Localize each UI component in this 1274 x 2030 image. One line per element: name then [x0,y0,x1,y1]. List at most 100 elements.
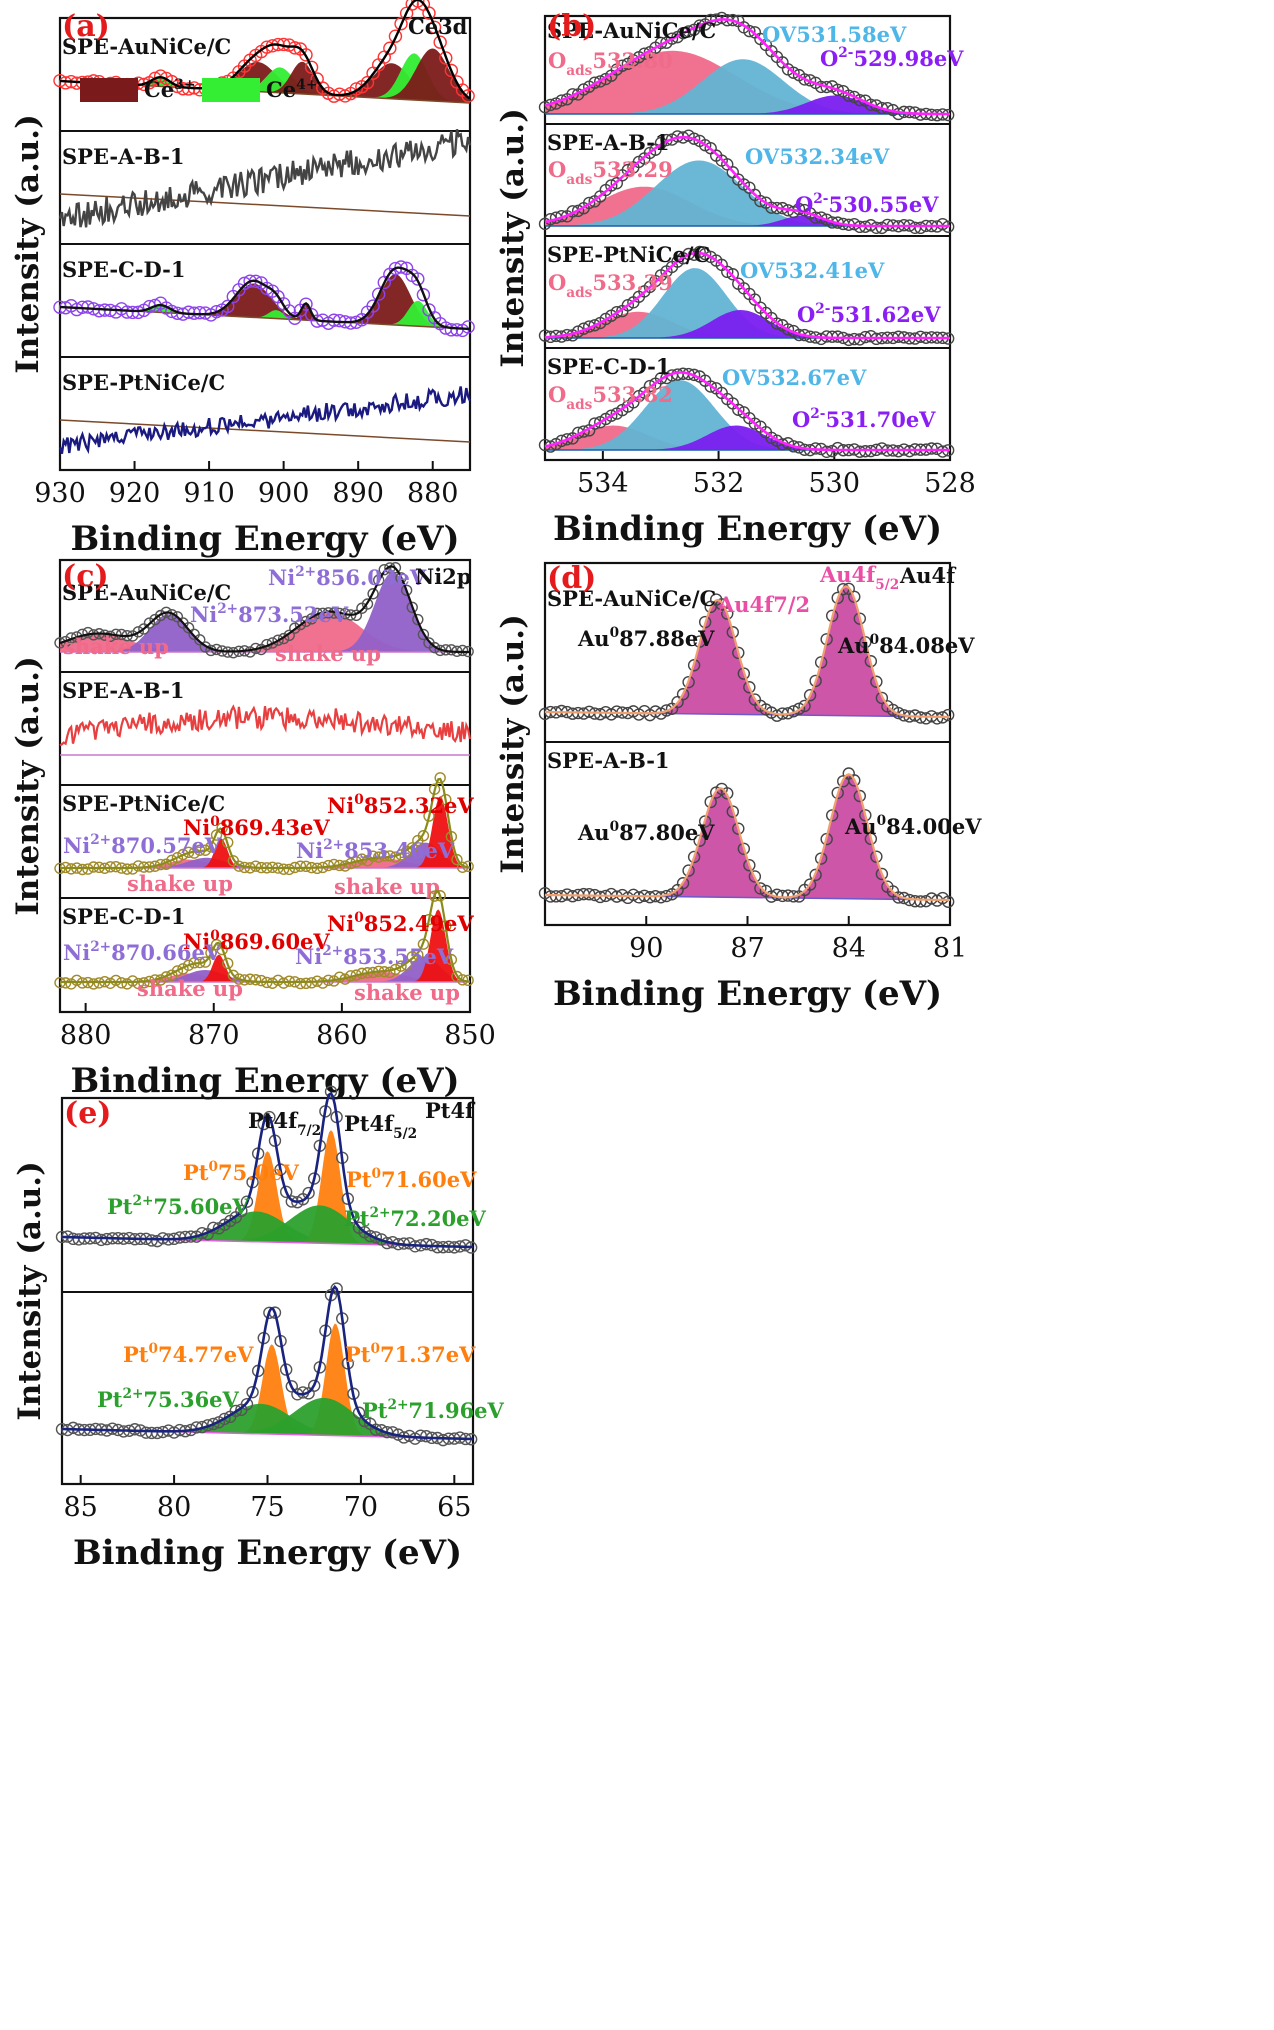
data-point-3-1 [754,882,767,895]
x-tick-label-1-3: 528 [924,468,976,499]
data-point-4-1 [229,1404,242,1418]
data-point-2-3 [451,970,463,983]
data-point-2-0 [54,637,66,649]
peak-label-2-0-0: Ni2+856.03eV [268,564,427,590]
peak-label-4-1-1: Pt071.37eV [345,1341,476,1367]
data-point-3-0 [892,706,905,720]
data-point-2-3 [266,977,279,989]
envelope-line-1-2 [544,251,950,340]
subplot-name-2-0: SPE-AuNiCe/C [62,580,231,605]
data-point-3-1 [809,868,822,882]
data-point-2-2 [283,863,295,876]
subplot-name-0-3: SPE-PtNiCe/C [62,370,225,395]
baseline-0-3 [59,419,471,443]
envelope-line-4-0 [62,1091,473,1249]
subplot-name-2-2: SPE-PtNiCe/C [62,791,225,816]
peak-label-3-0-0: Au4f5/2 [819,562,899,593]
data-point-1-0 [743,24,756,38]
data-point-1-1 [814,211,828,224]
data-point-1-0 [864,98,878,112]
data-point-2-2 [367,850,379,862]
data-point-2-3 [171,965,184,977]
data-point-4-1 [240,1397,254,1411]
data-point-0-2 [394,260,408,274]
peak-label-3-0-3: Au084.08eV [837,632,975,658]
data-point-3-1 [704,795,717,809]
data-point-2-0 [456,644,469,657]
subplot-name-0-1: SPE-A-B-1 [62,144,185,169]
data-point-3-0 [853,612,866,625]
peak-fill-3-0-0 [545,600,950,717]
peak-fill-3-1-1 [545,774,950,900]
data-point-2-0 [266,637,279,649]
data-point-2-3 [132,977,144,990]
data-point-0-2 [221,299,235,314]
data-point-1-2 [693,245,706,259]
element-label-4: Pt4f [425,1098,476,1123]
data-point-2-2 [400,845,413,857]
x-tick-label-0-1: 920 [109,478,161,509]
data-point-3-1 [914,895,927,908]
data-point-3-0 [743,681,756,694]
data-point-2-0 [182,622,195,634]
data-point-2-0 [389,561,402,574]
data-point-2-3 [249,974,262,986]
data-point-3-1 [676,877,690,890]
x-tick-label-3-0: 90 [629,933,663,964]
x-tick-label-4-1: 80 [157,1492,191,1523]
data-point-2-3 [233,973,245,985]
data-point-3-1 [853,789,866,803]
data-point-0-2 [120,305,134,319]
x-tick-label-0-3: 900 [258,478,310,509]
data-point-1-2 [853,333,866,346]
data-point-2-2 [104,861,117,873]
data-point-2-3 [138,977,150,989]
subplot-name-1-1: SPE-A-B-1 [547,130,670,155]
peak-fill-2-2-5 [60,796,470,868]
peak-label-1-0-1: OV531.58eV [762,22,907,47]
subplot-name-1-2: SPE-PtNiCe/C [547,242,710,267]
x-tick-label-3-1: 87 [730,933,764,964]
subplot-name-3-0: SPE-AuNiCe/C [547,586,716,611]
envelope-line-0-2 [59,266,471,331]
data-point-2-2 [434,772,446,784]
data-point-1-2 [610,305,623,319]
data-point-1-0 [638,47,651,60]
data-point-3-1 [748,870,762,883]
subplot-name-3-1: SPE-A-B-1 [547,748,670,773]
x-tick-label-0-5: 880 [407,478,459,509]
data-point-2-3 [205,947,217,959]
peak-fill-1-3-1 [545,380,950,450]
data-point-2-0 [171,611,184,623]
data-point-2-0 [445,644,458,656]
data-point-1-0 [853,93,866,107]
data-point-2-0 [82,626,94,639]
peak-label-1-0-0: Oads532.80 [548,48,673,79]
data-point-2-0 [428,641,441,654]
data-point-0-0 [422,6,436,20]
subplot-name-0-2: SPE-C-D-1 [62,257,185,282]
data-point-4-0 [364,1229,377,1243]
data-point-2-2 [76,863,89,876]
data-point-3-1 [732,822,745,835]
peak-label-1-3-0: Oads533.82 [548,382,673,413]
data-point-4-1 [358,1414,371,1428]
data-point-2-3 [272,974,284,986]
data-point-2-0 [277,632,290,645]
data-point-4-0 [240,1195,254,1208]
data-point-4-0 [302,1186,315,1200]
data-point-2-0 [194,634,206,646]
y-axis-title-0: Intensity (a.u.) [10,114,46,374]
peak-label-2-2-5: shake up [334,874,440,899]
data-point-3-0 [682,675,695,689]
envelope-line-3-0 [545,585,950,719]
data-point-1-3 [577,425,590,438]
header-label-4-1: Pt4f5/2 [344,1111,417,1142]
data-point-3-1 [870,850,883,863]
peak-label-2-3-3: Ni2+853.55eV [295,943,454,969]
data-point-4-0 [263,1110,276,1124]
data-point-2-0 [361,598,374,610]
legend-swatch-1 [202,78,260,102]
subplot-name-0-0: SPE-AuNiCe/C [62,34,231,59]
